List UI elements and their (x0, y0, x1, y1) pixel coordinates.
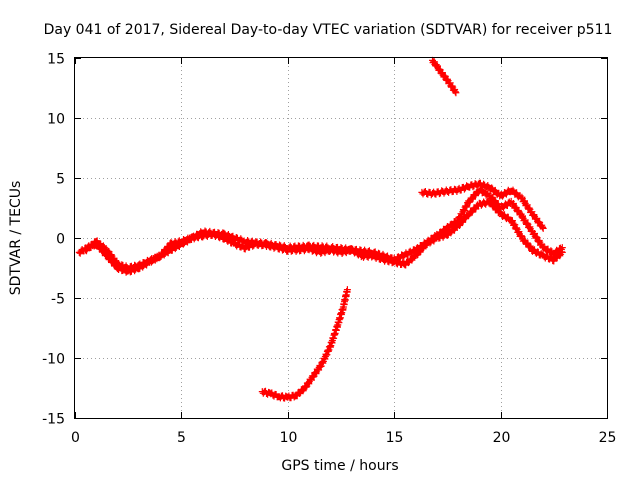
x-tick-label: 0 (71, 430, 80, 446)
x-tick-label: 10 (280, 430, 298, 446)
series-rising-track (258, 286, 351, 402)
plot-frame (74, 57, 608, 419)
grid-layer (75, 58, 607, 418)
y-tick-label: -5 (51, 292, 65, 308)
y-tick-label: -15 (42, 412, 65, 428)
chart-title: Day 041 of 2017, Sidereal Day-to-day VTE… (44, 22, 613, 38)
series-markers (418, 179, 547, 232)
series-markers (429, 56, 460, 97)
series-falling-track (429, 56, 460, 97)
y-tick-label: 15 (47, 52, 65, 68)
y-tick-label: 10 (47, 112, 65, 128)
series-upper-track (418, 179, 547, 232)
series-markers (258, 286, 351, 402)
y-tick-label: 5 (56, 172, 65, 188)
x-axis-title: GPS time / hours (281, 458, 398, 474)
y-tick-label: -10 (42, 352, 65, 368)
series-markers (82, 185, 566, 273)
x-tick-label: 5 (177, 430, 186, 446)
series-layer (75, 56, 566, 402)
axis-layer: 0 5 10 15 20 25 -15 -10 -5 0 5 10 15 (42, 52, 616, 447)
x-tick-label: 20 (493, 430, 511, 446)
y-tick-label: 0 (56, 232, 65, 248)
y-axis-title: SDTVAR / TECUs (8, 181, 24, 296)
x-tick-label: 15 (386, 430, 404, 446)
series-main-track-b (82, 185, 566, 273)
x-tick-label: 25 (599, 430, 617, 446)
